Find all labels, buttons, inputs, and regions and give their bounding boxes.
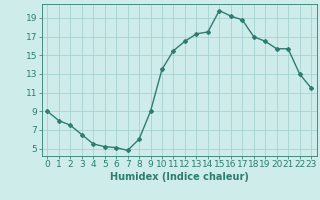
X-axis label: Humidex (Indice chaleur): Humidex (Indice chaleur) (110, 172, 249, 182)
